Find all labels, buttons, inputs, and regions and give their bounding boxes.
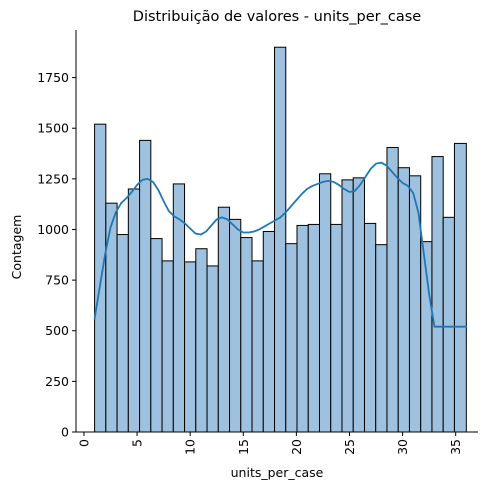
histogram-bar [262, 231, 276, 433]
y-tick-label: 1000 [37, 222, 69, 237]
histogram-bar [161, 260, 174, 433]
kde-curve [93, 161, 468, 328]
x-tick-label: 25 [342, 439, 357, 455]
y-tick-label: 250 [45, 374, 69, 389]
x-tick-label: 35 [448, 439, 463, 455]
histogram-bar [184, 261, 197, 433]
histogram-bar [206, 265, 219, 433]
histogram-bar [397, 167, 410, 433]
bars-layer [94, 46, 467, 433]
x-tick-label: 15 [236, 439, 251, 455]
y-tick-label: 1500 [37, 121, 69, 136]
axes-layer: 0 250 500 750 1000 1250 1500 1750 0 5 10 15 20 25 30 35 [37, 30, 478, 455]
x-tick-label: 0 [76, 439, 91, 447]
histogram-bar [307, 223, 320, 433]
histogram-bar [94, 123, 107, 433]
histogram-bar [240, 237, 253, 433]
kde-layer [93, 161, 468, 328]
x-axis-label: units_per_case [231, 465, 324, 480]
histogram-bar [139, 139, 152, 433]
histogram-bar [217, 206, 231, 433]
chart-title: Distribuição de valores - units_per_case [133, 9, 422, 25]
histogram-bar [375, 244, 388, 433]
histogram-bar [274, 46, 287, 433]
histogram-bar [318, 173, 332, 433]
histogram-bar [386, 146, 399, 433]
histogram-bar [116, 234, 129, 433]
histogram-bar [195, 248, 208, 433]
histogram-bar [431, 156, 444, 433]
histogram-bar [352, 177, 365, 433]
histogram-bar [229, 218, 242, 433]
x-tick-label: 20 [289, 439, 304, 455]
histogram-bar [127, 188, 141, 433]
histogram-bar [105, 202, 118, 433]
histogram-bar [341, 179, 354, 433]
x-tick-label: 10 [183, 439, 198, 455]
histogram-bar [150, 238, 163, 433]
y-axis-label: Contagem [9, 215, 24, 280]
histogram-bar [363, 222, 377, 433]
y-tick-label: 500 [45, 323, 69, 338]
histogram-bar [285, 243, 298, 433]
x-tick-label: 30 [395, 439, 410, 455]
y-tick-label: 1250 [37, 171, 69, 186]
histogram-bar [296, 224, 309, 433]
histogram-bar [251, 260, 264, 433]
histogram-bar [453, 142, 467, 433]
histogram-bar [330, 223, 343, 433]
y-tick-label: 1750 [37, 70, 69, 85]
y-tick-label: 750 [45, 273, 69, 288]
y-tick-label: 0 [61, 425, 69, 440]
histogram-bar [442, 216, 455, 433]
x-tick-label: 5 [130, 439, 145, 447]
